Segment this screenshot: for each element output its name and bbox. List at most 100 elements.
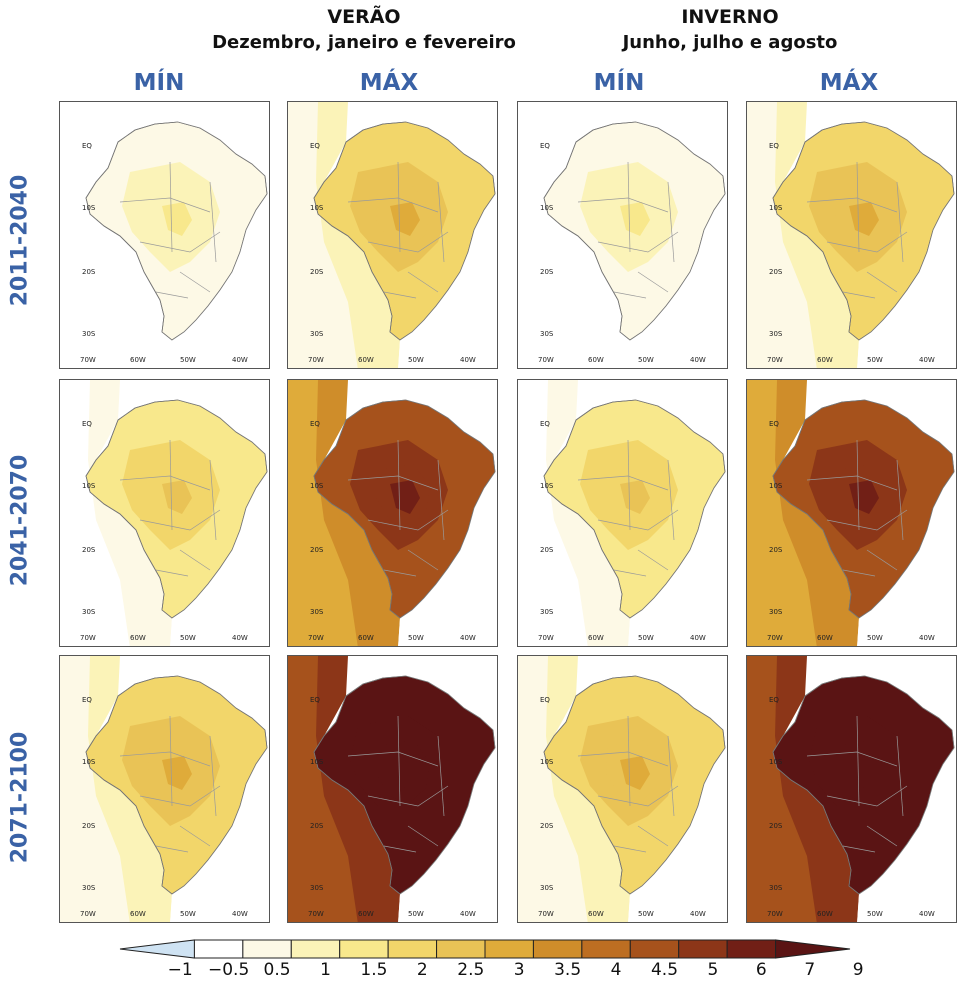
lon-label: 70W: [767, 910, 783, 918]
lat-label: EQ: [82, 142, 92, 150]
colorbar-segment: [339, 939, 389, 959]
lat-label: 20S: [540, 268, 554, 276]
colorbar-segment: [436, 939, 486, 959]
colorbar-segment: [290, 939, 341, 959]
lat-label: 20S: [769, 546, 783, 554]
lon-label: 40W: [232, 634, 248, 642]
lat-label: 10S: [540, 204, 554, 212]
colorbar-tick-label: 4.5: [650, 960, 679, 980]
lat-label: 10S: [540, 758, 554, 766]
row-header-2011-2040: 2011-2040: [0, 100, 40, 380]
lon-label: 70W: [308, 356, 324, 364]
map-image: [60, 102, 269, 368]
lat-label: 30S: [82, 884, 96, 892]
colorbar-segment: [193, 939, 244, 959]
colorbar-tick-label: 3: [513, 960, 525, 980]
lat-label: 10S: [310, 204, 324, 212]
lon-label: 60W: [358, 910, 374, 918]
colorbar-segment: [484, 939, 534, 959]
lat-label: 20S: [82, 822, 96, 830]
colorbar-tick-label: −1: [167, 960, 193, 980]
colorbar-segment: [678, 939, 728, 959]
colorbar-segment: [119, 939, 195, 959]
map-image: [518, 102, 727, 368]
colorbar-segment: [387, 939, 438, 959]
map-panel-2011-2040-summer-max: EQ 10S 20S 30S 70W 60W 50W 40W: [287, 101, 498, 369]
map-image: [288, 380, 497, 646]
lat-label: 30S: [769, 608, 783, 616]
lon-label: 40W: [919, 910, 935, 918]
lon-label: 50W: [867, 634, 883, 642]
lat-label: EQ: [82, 420, 92, 428]
colorbar: [119, 939, 851, 959]
lat-label: 10S: [310, 482, 324, 490]
lon-label: 60W: [817, 910, 833, 918]
lon-label: 50W: [180, 356, 196, 364]
column-header-winter-max: MÁX: [819, 70, 879, 96]
lon-label: 60W: [358, 634, 374, 642]
lat-label: 30S: [769, 330, 783, 338]
lon-label: 60W: [358, 356, 374, 364]
lon-label: 40W: [232, 356, 248, 364]
lat-label: EQ: [540, 420, 550, 428]
colorbar-tick-label: 9: [852, 960, 864, 980]
lat-label: 10S: [540, 482, 554, 490]
lon-label: 60W: [588, 634, 604, 642]
lon-label: 60W: [130, 910, 146, 918]
lat-label: 30S: [540, 608, 554, 616]
lat-label: 10S: [310, 758, 324, 766]
lat-label: 20S: [540, 546, 554, 554]
lon-label: 50W: [638, 910, 654, 918]
lat-label: 20S: [82, 546, 96, 554]
lon-label: 40W: [460, 356, 476, 364]
lat-label: 10S: [769, 758, 783, 766]
lat-label: 30S: [82, 330, 96, 338]
map-panel-2041-2070-summer-max: EQ 10S 20S 30S 70W 60W 50W 40W: [287, 379, 498, 647]
lon-label: 40W: [690, 356, 706, 364]
map-panel-2071-2100-winter-max: EQ 10S 20S 30S 70W 60W 50W 40W: [746, 655, 957, 923]
colorbar-tick-label: 2.5: [457, 960, 485, 980]
map-panel-2071-2100-summer-max: EQ 10S 20S 30S 70W 60W 50W 40W: [287, 655, 498, 923]
colorbar-segment: [581, 939, 631, 959]
map-image: [288, 656, 497, 922]
lat-label: 20S: [310, 546, 324, 554]
map-panel-2071-2100-summer-min: EQ 10S 20S 30S 70W 60W 50W 40W: [59, 655, 270, 923]
lat-label: 10S: [82, 758, 96, 766]
lon-label: 40W: [460, 910, 476, 918]
lon-label: 40W: [919, 356, 935, 364]
lon-label: 60W: [817, 634, 833, 642]
map-image: [747, 102, 956, 368]
lat-label: 30S: [310, 608, 324, 616]
lon-label: 40W: [919, 634, 935, 642]
lon-label: 50W: [638, 634, 654, 642]
lon-label: 50W: [867, 356, 883, 364]
row-label: 2041-2070: [7, 454, 33, 586]
colorbar-tick-label: 7: [804, 960, 816, 980]
lon-label: 50W: [638, 356, 654, 364]
colorbar-segment: [775, 939, 851, 959]
lon-label: 50W: [867, 910, 883, 918]
season-name: VERÃO: [327, 6, 401, 28]
colorbar-segment: [242, 939, 292, 959]
lat-label: EQ: [540, 696, 550, 704]
map-panel-2011-2040-winter-max: EQ 10S 20S 30S 70W 60W 50W 40W: [746, 101, 957, 369]
map-panel-2011-2040-summer-min: EQ 10S 20S 30S 70W 60W 50W 40W: [59, 101, 270, 369]
lon-label: 70W: [80, 356, 96, 364]
lat-label: 20S: [769, 268, 783, 276]
lon-label: 70W: [308, 634, 324, 642]
column-header-summer-min: MÍN: [133, 70, 185, 96]
lat-label: 10S: [769, 482, 783, 490]
season-header-summer: VERÃO Dezembro, janeiro e fevereiro: [154, 4, 574, 56]
lat-label: 30S: [540, 884, 554, 892]
lon-label: 70W: [538, 910, 554, 918]
map-panel-2011-2040-winter-min: EQ 10S 20S 30S 70W 60W 50W 40W: [517, 101, 728, 369]
colorbar-tick-label: 1: [320, 960, 331, 980]
colorbar-tick-label: 3.5: [554, 960, 582, 980]
lat-label: 30S: [540, 330, 554, 338]
lat-label: 20S: [310, 268, 324, 276]
map-panel-2071-2100-winter-min: EQ 10S 20S 30S 70W 60W 50W 40W: [517, 655, 728, 923]
colorbar-segment: [629, 939, 680, 959]
lat-label: EQ: [82, 696, 92, 704]
colorbar-tick-label: 4: [610, 960, 622, 980]
lon-label: 70W: [308, 910, 324, 918]
